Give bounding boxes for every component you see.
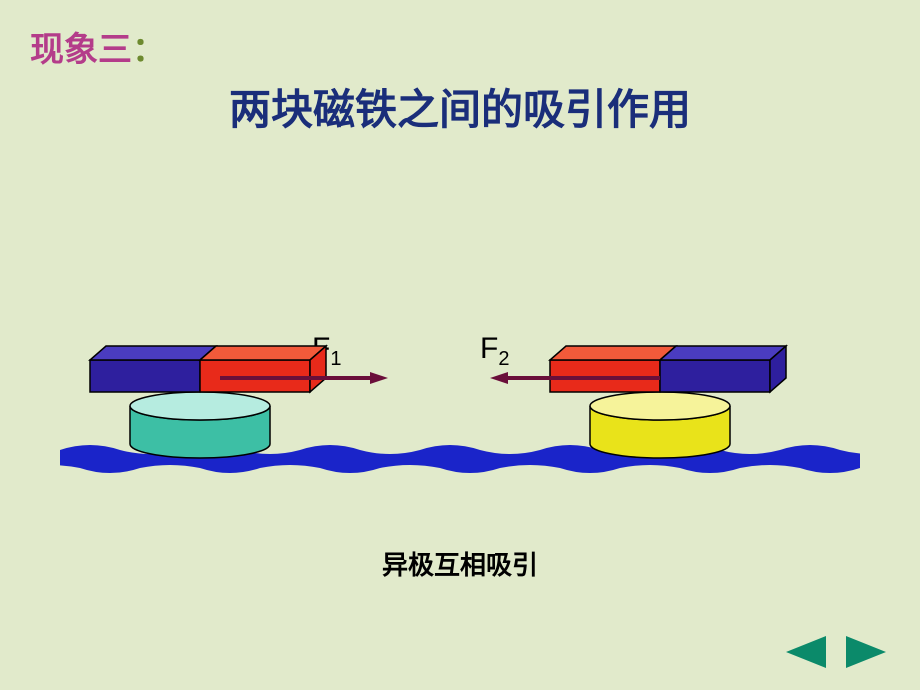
magnet-diagram [60,340,860,500]
next-button[interactable] [842,634,890,670]
diagram-svg [60,340,860,510]
triangle-left-icon [782,634,830,670]
caption-text: 异极互相吸引 [382,550,538,580]
page-title-text: 两块磁铁之间的吸引作用 [229,86,691,133]
caption: 异极互相吸引 [0,545,920,582]
triangle-right-icon [842,634,890,670]
page-title: 两块磁铁之间的吸引作用 [0,76,920,137]
slide-label-text: 现象三： [30,31,166,69]
prev-button[interactable] [782,634,830,670]
slide-label: 现象三： [30,22,166,71]
